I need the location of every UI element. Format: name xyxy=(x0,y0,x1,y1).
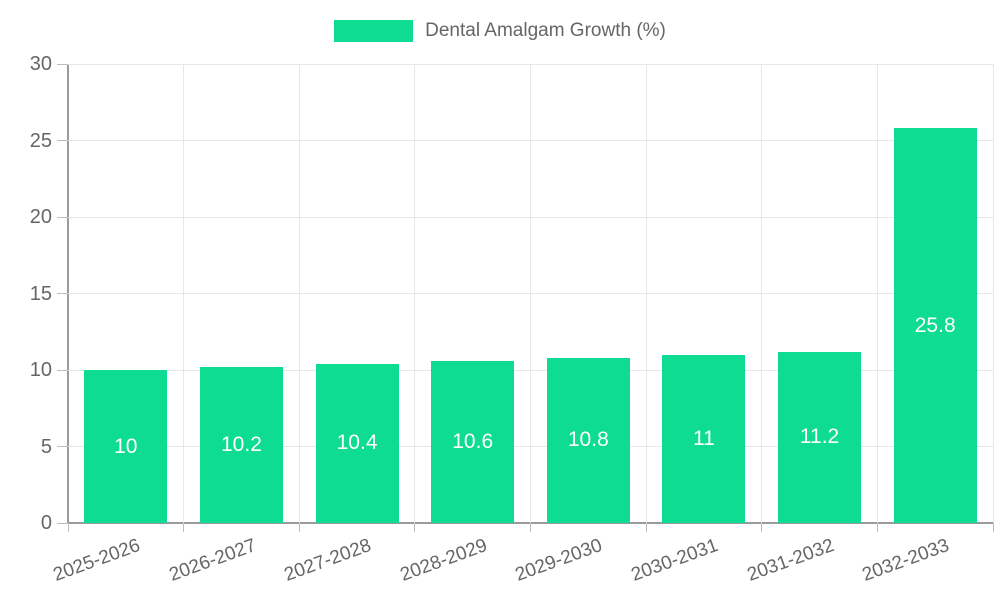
x-tick-label: 2026-2027 xyxy=(166,535,259,586)
x-axis-tick xyxy=(298,523,300,532)
gridline-vertical xyxy=(298,64,300,523)
y-tick-label: 25 xyxy=(29,129,52,152)
y-tick-label: 30 xyxy=(29,53,52,75)
x-axis-tick xyxy=(761,523,763,532)
y-axis-tick xyxy=(57,63,68,65)
y-tick-label: 5 xyxy=(40,435,52,458)
y-tick-label: 15 xyxy=(29,282,52,305)
x-axis-tick xyxy=(992,523,994,532)
x-axis-tick xyxy=(67,523,69,532)
bar-value-label: 10.8 xyxy=(567,428,609,452)
x-tick-label: 2027-2028 xyxy=(281,535,375,586)
bar: 10.6 xyxy=(431,360,515,523)
y-tick-label: 10 xyxy=(29,359,52,381)
gridline-vertical xyxy=(530,64,531,523)
bar-value-label: 10.6 xyxy=(452,429,494,453)
bar: 11 xyxy=(662,354,746,523)
bar-value-label: 25.8 xyxy=(914,313,956,337)
legend-item[interactable]: Dental Amalgam Growth (%) xyxy=(0,20,1000,42)
bar: 10.2 xyxy=(199,366,283,523)
x-axis-tick xyxy=(530,523,531,532)
bar: 11.2 xyxy=(778,351,862,523)
bar-value-label: 10.2 xyxy=(221,432,262,456)
gridline-vertical xyxy=(645,64,647,523)
gridline-vertical xyxy=(414,64,416,523)
gridline-vertical xyxy=(183,64,185,523)
gridline-vertical xyxy=(761,64,763,523)
x-tick-label: 2030-2031 xyxy=(628,535,722,586)
x-tick-label: 2032-2033 xyxy=(859,535,953,586)
x-tick-label: 2029-2030 xyxy=(512,535,606,586)
bar-value-label: 11 xyxy=(693,426,715,450)
bar: 10.4 xyxy=(315,363,399,523)
legend-label: Dental Amalgam Growth (%) xyxy=(425,20,666,41)
y-axis-tick xyxy=(57,140,68,141)
x-tick-label: 2031-2032 xyxy=(744,535,837,586)
x-axis-tick xyxy=(183,523,185,532)
bar-value-label: 10 xyxy=(114,434,138,458)
y-axis-tick xyxy=(57,522,68,524)
x-axis-tick xyxy=(876,523,878,532)
bar: 10.8 xyxy=(546,357,630,523)
y-axis-tick xyxy=(57,216,68,218)
y-axis-tick xyxy=(57,293,68,294)
x-axis-tick xyxy=(414,523,416,532)
gridline-vertical xyxy=(992,64,994,523)
y-tick-label: 0 xyxy=(40,512,52,534)
gridline-vertical xyxy=(876,64,878,523)
bar: 25.8 xyxy=(893,128,977,523)
y-axis-tick xyxy=(57,446,68,447)
bar-value-label: 11.2 xyxy=(799,425,840,449)
bar-value-label: 10.4 xyxy=(336,431,378,455)
x-tick-label: 2028-2029 xyxy=(397,535,490,586)
x-tick-label: 2025-2026 xyxy=(50,535,143,586)
bar: 10 xyxy=(84,370,168,523)
plot-area: 0 5 10 15 20 25 30 10 2025-2026 10.2 2026-2027 10.4… xyxy=(30,53,994,586)
x-axis-tick xyxy=(645,523,647,532)
y-axis-tick xyxy=(57,369,68,371)
y-tick-label: 20 xyxy=(29,206,52,228)
legend-swatch xyxy=(334,20,414,42)
